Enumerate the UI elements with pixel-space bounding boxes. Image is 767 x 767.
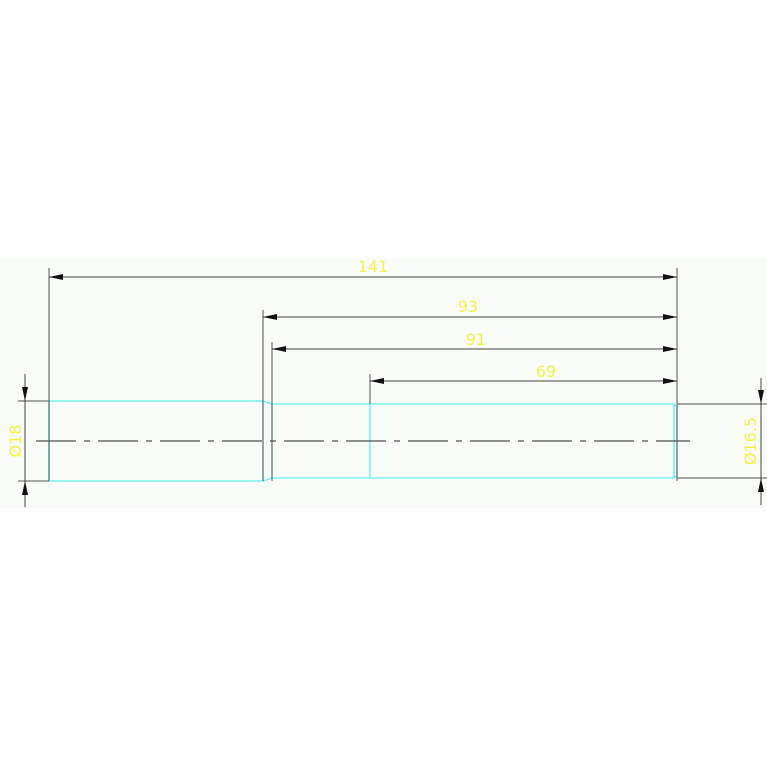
extension-lines (18, 268, 767, 482)
dim-text-141: 141 (358, 257, 389, 276)
dim-text-dia16-5: Ø16.5 (741, 417, 760, 465)
dim-text-dia18: Ø18 (6, 425, 25, 458)
dim-text-91: 91 (466, 330, 486, 349)
dim-text-69: 69 (536, 362, 556, 381)
dim-text-93: 93 (458, 297, 478, 316)
